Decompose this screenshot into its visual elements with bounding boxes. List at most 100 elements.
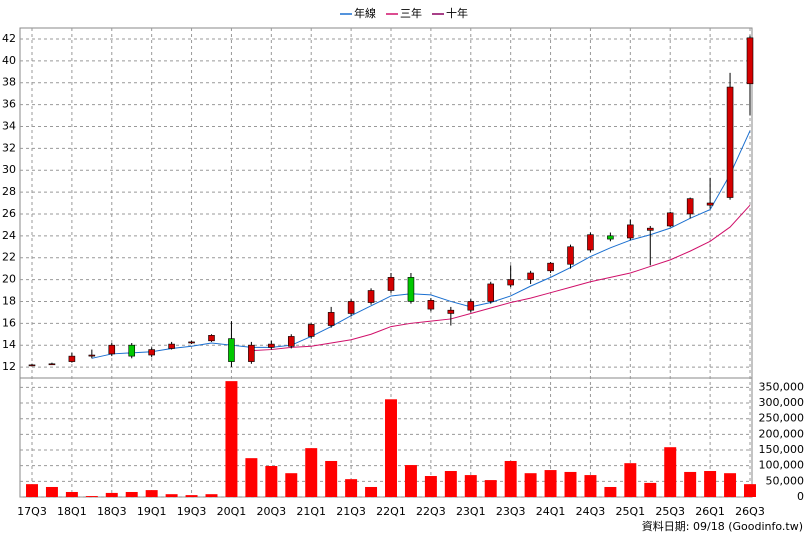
volume-bar [544,470,557,497]
volume-bar [305,448,318,497]
volume-bar [464,475,477,497]
y-tick-label: 16 [2,316,16,329]
y-tick-label: 36 [2,98,16,111]
x-tick-label: 20Q3 [257,505,287,518]
candle-body [607,235,614,240]
x-tick-label: 18Q1 [57,505,87,518]
y2-tick-label: 150,000 [759,443,805,456]
x-tick-label: 25Q1 [616,505,646,518]
candle-body [88,354,96,357]
x-tick-label: 21Q1 [296,505,326,518]
y-tick-label: 42 [2,32,16,45]
volume-bar [684,471,697,497]
volume-bar [385,399,397,497]
volume-bar [424,476,437,497]
y-tick-label: 12 [2,360,16,373]
candle-body [347,301,355,314]
y2-tick-label: 300,000 [759,396,805,409]
volume-bar [45,486,58,497]
candle-body [467,301,475,311]
legend-label: 年線 [354,6,376,20]
candle-body [547,262,554,272]
legend-label: 三年 [400,6,422,20]
x-tick-label: 22Q1 [376,505,406,518]
x-tick-label: 24Q3 [576,505,606,518]
candle-body [387,277,395,291]
candle-body [487,283,495,302]
candle-body [367,290,375,303]
candle-body [228,338,235,362]
candle-body [686,198,694,215]
y-tick-label: 32 [2,141,16,154]
x-tick-label: 19Q1 [137,505,167,518]
y-tick-label: 38 [2,76,16,89]
candle-body [108,344,116,355]
candle-body [168,343,175,349]
x-tick-label: 18Q3 [97,505,127,518]
volume-bar [484,480,497,497]
y-tick-label: 18 [2,294,16,307]
volume-bar [564,471,577,497]
x-tick-label: 19Q3 [177,505,207,518]
candle-body [307,324,315,337]
candle-body [128,344,136,357]
candle-body [208,335,215,342]
candle-body [527,272,534,280]
volume-bar [325,460,338,497]
x-tick-label: 24Q1 [536,505,566,518]
x-tick-label: 20Q1 [217,505,247,518]
volume-bar [245,458,258,497]
ma-line [91,130,751,359]
y-tick-label: 28 [2,185,16,198]
volume-bar [26,484,38,497]
volume-bar [345,479,358,497]
y2-tick-label: 200,000 [759,427,805,440]
candle-body [28,364,36,367]
volume-bar [225,381,238,497]
volume-bar [125,491,138,497]
volume-bar [584,475,597,497]
volume-bar [205,494,218,497]
source-note: 資料日期: 09/18 (Goodinfo.tw) [642,519,803,533]
candle-body [447,309,455,314]
y-tick-label: 26 [2,207,16,220]
candle-body [287,336,295,347]
volume-bar [504,460,517,497]
volume-bar [404,465,417,497]
candle-body [427,300,435,310]
volume-bar [664,447,677,497]
candle-body [627,224,634,239]
volume-bar [285,473,298,497]
candle-body [188,341,195,344]
x-tick-label: 23Q3 [496,505,526,518]
volume-bar [624,463,637,497]
candle-body [746,37,754,85]
x-tick-label: 26Q3 [735,505,765,518]
y-tick-label: 22 [2,251,16,264]
candle-body [587,234,594,251]
y2-tick-label: 250,000 [759,412,805,425]
ma-line [251,204,751,352]
candle-body [327,312,335,326]
y2-tick-label: 50,000 [766,474,805,487]
volume-bar [644,482,657,497]
x-tick-label: 22Q3 [416,505,446,518]
volume-bar [365,486,378,497]
y-tick-label: 20 [2,273,16,286]
volume-bar [65,491,78,497]
volume-bar [105,492,118,497]
volume-bar [444,471,457,497]
candle-body [407,277,415,302]
y2-tick-label: 350,000 [759,380,805,393]
volume-bar [145,490,158,497]
y2-tick-label: 0 [797,490,804,503]
y-tick-label: 24 [2,229,16,242]
volume-bar [265,465,278,497]
candle-body [567,246,574,265]
candle-body [706,202,714,206]
volume-bar [85,496,98,497]
candle-body [48,363,56,366]
y-tick-label: 40 [2,54,16,67]
volume-bar [524,473,537,497]
